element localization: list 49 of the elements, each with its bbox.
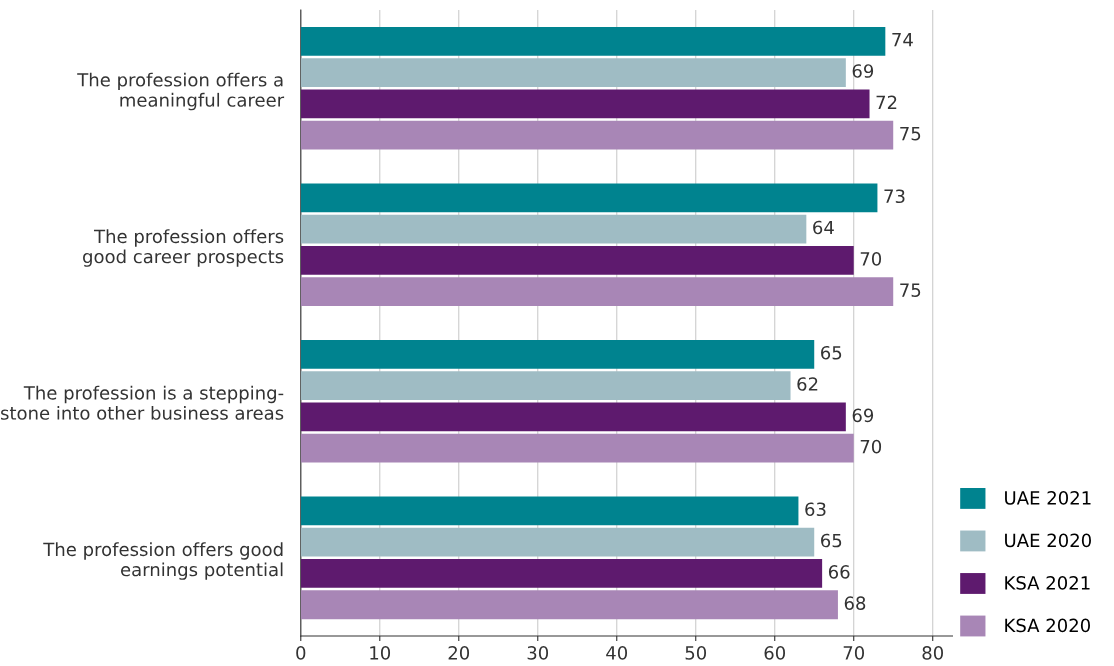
data-label: 75 — [900, 127, 921, 141]
x-tick-label: 10 — [370, 646, 391, 660]
x-tick-label: 30 — [527, 646, 549, 660]
data-label: 63 — [805, 502, 826, 517]
data-label: 70 — [860, 439, 882, 454]
legend-label: UAE 2021 — [1005, 491, 1091, 505]
bar — [300, 590, 838, 620]
bar — [300, 527, 815, 557]
bar — [300, 371, 791, 401]
data-label: 74 — [892, 33, 913, 47]
x-tick-label: 80 — [922, 646, 944, 660]
bar — [300, 183, 878, 213]
x-tick-label: 60 — [764, 646, 786, 660]
data-label: 70 — [860, 251, 882, 266]
data-label: 72 — [876, 95, 897, 109]
data-label: 64 — [813, 220, 834, 235]
bar — [300, 120, 894, 150]
data-label: 66 — [828, 565, 850, 579]
data-label: 69 — [852, 408, 874, 423]
bar — [300, 402, 846, 432]
data-label: 65 — [821, 533, 842, 548]
bar — [300, 26, 886, 56]
x-tick-label: 0 — [296, 646, 306, 660]
bar — [300, 559, 823, 588]
bar — [300, 214, 807, 244]
y-tick-label: The profession offers good career prospects — [83, 229, 284, 267]
legend-label: UAE 2020 — [1005, 533, 1091, 548]
y-tick-label: The profession offers good earnings potential — [43, 542, 283, 580]
bar — [300, 58, 846, 87]
bar — [300, 89, 870, 119]
data-label: 65 — [821, 345, 842, 360]
bar — [300, 277, 894, 307]
y-tick-label: The profession offers a meaningful career — [77, 72, 285, 111]
y-tick-label: The profession is a stepping- stone into other business areas — [1, 385, 284, 420]
data-label: 68 — [844, 596, 866, 610]
x-tick-label: 50 — [685, 646, 707, 660]
data-label: 69 — [852, 64, 874, 78]
bar — [300, 496, 799, 526]
x-tick-label: 40 — [606, 646, 628, 660]
bar — [300, 246, 854, 275]
legend-label: KSA 2021 — [1005, 576, 1090, 590]
legend-label: KSA 2020 — [1005, 618, 1090, 633]
data-label: 73 — [884, 189, 905, 204]
bar — [300, 339, 815, 369]
x-tick-label: 20 — [448, 646, 470, 660]
data-label: 62 — [797, 377, 818, 391]
data-label: 75 — [900, 283, 921, 297]
bar — [300, 433, 854, 463]
x-tick-label: 70 — [843, 646, 865, 660]
